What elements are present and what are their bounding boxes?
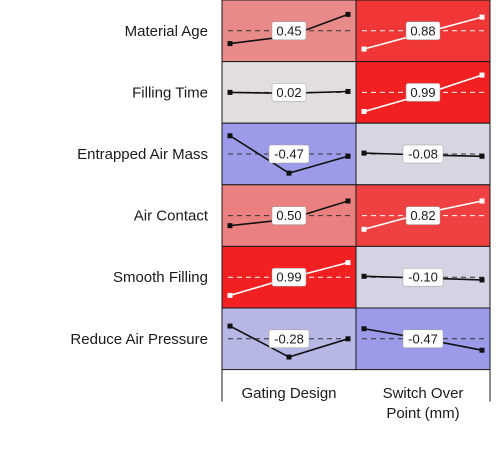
trend-lines: 0.45 0.88 0.02 0.99 -0.47 -0.08 0.50 0.82 0.99 -0… <box>227 11 485 360</box>
cell-filling-time-col2-point-3 <box>479 72 485 78</box>
cell-smooth-filling-col2-value-box <box>402 267 444 287</box>
cell-reduce-air-pressure-col1-point-1 <box>227 323 233 329</box>
row-labels: Material Age Filling Time Entrapped Air Ma… <box>70 23 208 348</box>
cell-entrapped-air-mass-col2-point-1 <box>361 150 367 156</box>
row-label-material-age: Material Age <box>125 23 208 40</box>
cell-entrapped-air-mass-col1-point-2 <box>286 170 292 176</box>
column-labels: Gating Design Switch Over Point (mm) <box>241 385 463 422</box>
cell-air-contact-col1-point-3 <box>345 198 351 204</box>
cell-reduce-air-pressure-col2-value-box <box>402 329 444 349</box>
cell-filling-time-col1-point-3 <box>345 88 351 94</box>
cell-air-contact-col1-value-box <box>271 206 307 225</box>
row-label-filling-time: Filling Time <box>132 84 208 101</box>
cell-smooth-filling-col2-value: -0.10 <box>408 270 438 285</box>
cell-reduce-air-pressure-col2-point-3 <box>479 347 485 353</box>
cell-filling-time-col1-value-box <box>271 83 307 102</box>
cell-smooth-filling-col2-point-3 <box>479 277 485 283</box>
cell-entrapped-air-mass-col2-point-3 <box>479 153 485 159</box>
row-label-air-contact: Air Contact <box>134 208 209 225</box>
cell-air-contact-col2-point-3 <box>479 198 485 204</box>
column-label-switch-over: Switch Over <box>383 385 464 402</box>
cell-entrapped-air-mass-col1-value-box <box>268 144 310 164</box>
cell-reduce-air-pressure-col1-value-box <box>268 329 310 349</box>
cell-reduce-air-pressure-col2-value: -0.47 <box>408 331 438 346</box>
cell-filling-time-col1-point-1 <box>227 89 233 95</box>
cell-filling-time-col1-value: 0.02 <box>276 85 301 100</box>
cell-filling-time-col2-value: 0.99 <box>410 85 435 100</box>
cell-material-age-col1-point-3 <box>345 11 351 17</box>
cell-smooth-filling-col2-point-1 <box>361 273 367 279</box>
cell-material-age-col2-point-3 <box>479 14 485 20</box>
cell-reduce-air-pressure-col1-point-3 <box>345 336 351 342</box>
cell-material-age-col2-value: 0.88 <box>410 23 435 38</box>
cell-filling-time-col2-point-1 <box>361 109 367 115</box>
cell-reduce-air-pressure-col2-point-1 <box>361 326 367 332</box>
cell-entrapped-air-mass-col2-value-box <box>402 144 444 164</box>
cell-entrapped-air-mass-col2-value: -0.08 <box>408 147 438 162</box>
cell-material-age-col1-point-1 <box>227 41 233 47</box>
cell-air-contact-col1-point-1 <box>227 223 233 229</box>
row-label-entrapped-air-mass: Entrapped Air Mass <box>77 146 208 163</box>
cell-entrapped-air-mass-col1-point-1 <box>227 133 233 139</box>
heatmap-cells <box>221 0 491 402</box>
cell-air-contact-col1-value: 0.50 <box>276 208 301 223</box>
cell-material-age-col2-value-box <box>405 21 441 41</box>
column-label-gating-design: Gating Design <box>241 385 336 402</box>
row-label-smooth-filling: Smooth Filling <box>113 269 208 286</box>
cell-reduce-air-pressure-col1-point-2 <box>286 354 292 360</box>
cell-smooth-filling-col1-point-3 <box>345 260 351 266</box>
cell-filling-time-col2-value-box <box>405 83 441 102</box>
cell-entrapped-air-mass-col1-value: -0.47 <box>274 147 304 162</box>
cell-material-age-col1-value: 0.45 <box>276 23 301 38</box>
cell-material-age-col1-value-box <box>271 21 307 41</box>
cell-smooth-filling-col1-value-box <box>271 267 307 287</box>
cell-entrapped-air-mass-col1-point-3 <box>345 153 351 159</box>
cell-air-contact-col2-point-1 <box>361 226 367 232</box>
row-label-reduce-air-pressure: Reduce Air Pressure <box>70 331 208 348</box>
column-label-point-mm: Point (mm) <box>386 405 459 422</box>
cell-air-contact-col2-value-box <box>405 206 441 225</box>
cell-air-contact-col2-value: 0.82 <box>410 208 435 223</box>
cell-smooth-filling-col1-value: 0.99 <box>276 270 301 285</box>
cell-smooth-filling-col1-point-1 <box>227 292 233 298</box>
cell-reduce-air-pressure-col1-value: -0.28 <box>274 331 304 346</box>
cell-material-age-col2-point-1 <box>361 46 367 52</box>
